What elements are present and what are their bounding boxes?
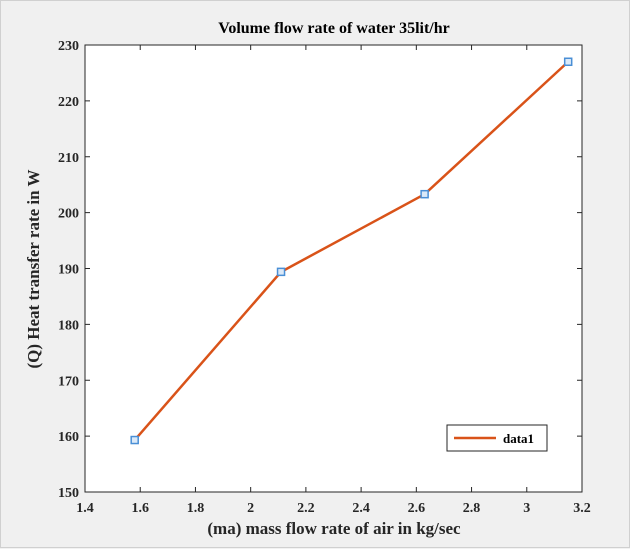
x-axis: 1.4 1.6 1.8 2 2.2 2.4 2.6 2.8 3 3.2 bbox=[76, 45, 591, 516]
x-axis-title: (ma) mass flow rate of air in kg/sec bbox=[207, 519, 461, 538]
data-point bbox=[420, 189, 429, 199]
y-tick-label: 180 bbox=[58, 318, 79, 333]
chart-title: Volume flow rate of water 35lit/hr bbox=[218, 20, 450, 37]
y-tick-label: 220 bbox=[58, 95, 79, 110]
y-tick-label: 170 bbox=[58, 374, 79, 389]
y-axis: 150 160 170 180 190 200 210 220 230 bbox=[58, 39, 582, 501]
y-tick-label: 160 bbox=[58, 430, 79, 445]
x-tick-label: 3 bbox=[523, 501, 530, 516]
data-point bbox=[276, 267, 286, 277]
series-layer bbox=[130, 57, 573, 445]
x-tick-label: 3.2 bbox=[573, 501, 591, 516]
y-axis-title: (Q) Heat transfer rate in W bbox=[24, 169, 43, 368]
x-tick-label: 1.6 bbox=[131, 501, 149, 516]
x-tick-label: 1.4 bbox=[76, 501, 94, 516]
y-tick-label: 200 bbox=[58, 207, 79, 222]
y-tick-label: 230 bbox=[58, 39, 79, 54]
series-line-data1 bbox=[133, 60, 570, 441]
x-tick-label: 2.4 bbox=[352, 501, 370, 516]
plot-area bbox=[84, 44, 583, 493]
x-tick-label: 2.6 bbox=[408, 501, 426, 516]
x-tick-label: 2.2 bbox=[297, 501, 315, 516]
x-tick-label: 2.8 bbox=[463, 501, 481, 516]
x-tick-label: 2 bbox=[247, 501, 254, 516]
y-tick-label: 190 bbox=[58, 263, 79, 278]
data-point bbox=[563, 57, 573, 67]
x-tick-label: 1.8 bbox=[187, 501, 205, 516]
legend: data1 bbox=[446, 424, 548, 452]
y-tick-label: 210 bbox=[58, 151, 79, 166]
y-tick-label: 150 bbox=[58, 486, 79, 501]
data-point bbox=[130, 435, 139, 445]
legend-label: data1 bbox=[503, 431, 534, 446]
